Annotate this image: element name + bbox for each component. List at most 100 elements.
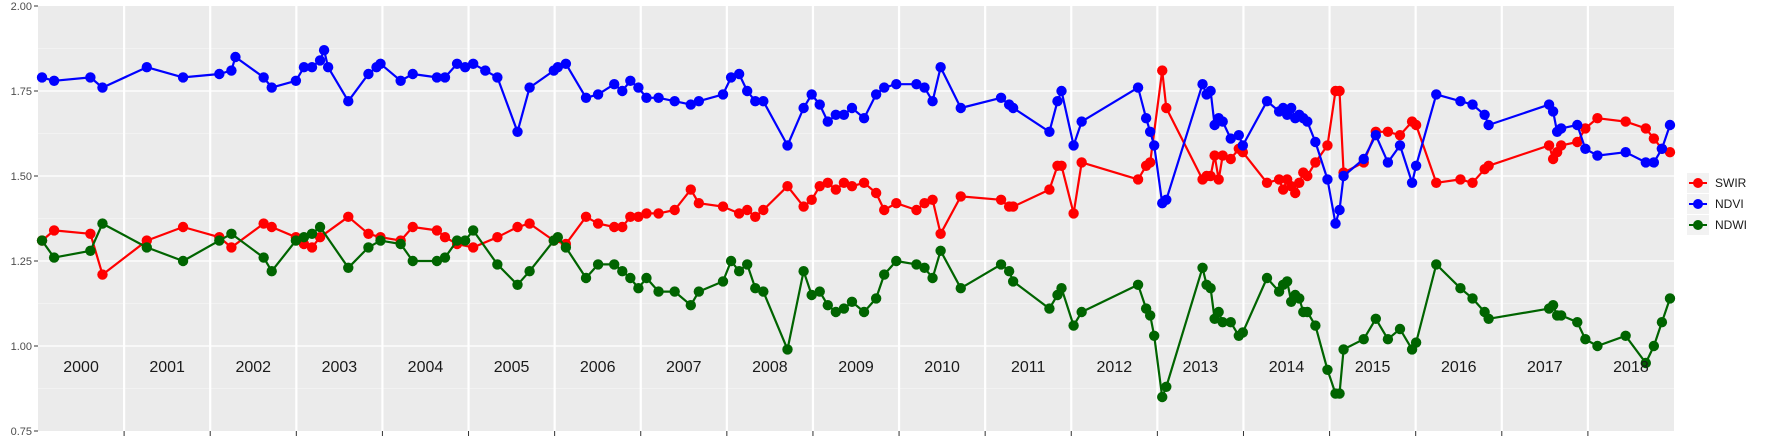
data-point-ndvi (1076, 116, 1087, 127)
data-point-swir (1620, 116, 1631, 127)
year-label: 2012 (1097, 359, 1133, 376)
series-line-ndwi (41, 222, 1672, 399)
y-tick-label: 1.75 (11, 86, 32, 98)
data-point-ndvi (266, 82, 277, 93)
data-point-ndvi (1382, 157, 1394, 168)
data-point-ndwi (1358, 334, 1369, 345)
data-point-ndvi (1406, 177, 1418, 188)
year-label: 2016 (1441, 359, 1477, 376)
data-point-swir (1664, 147, 1676, 158)
data-point-ndwi (653, 286, 664, 297)
data-point-ndvi (1394, 140, 1406, 151)
data-point-ndvi (1483, 119, 1494, 131)
data-point-swir (467, 242, 479, 253)
data-point-ndwi (1547, 300, 1559, 311)
year-label: 2008 (752, 359, 788, 376)
data-point-ndvi (693, 96, 705, 107)
year-label: 2002 (235, 359, 271, 376)
data-point-ndwi (609, 259, 620, 270)
y-tick-label: 1.00 (11, 341, 32, 353)
data-point-ndvi (580, 92, 592, 104)
data-point-swir (891, 198, 902, 209)
data-point-ndwi (1572, 317, 1583, 328)
data-point-swir (935, 228, 946, 239)
legend-label-ndwi: NDWI (1715, 218, 1747, 232)
y-tick-label: 0.75 (11, 426, 32, 438)
year-label: 2006 (580, 359, 616, 376)
data-point-swir (592, 218, 604, 229)
data-point-swir (266, 221, 277, 233)
y-tick-label: 1.25 (11, 256, 32, 268)
data-point-ndvi (1205, 85, 1216, 97)
data-point-swir (1277, 184, 1289, 195)
data-point-ndvi (322, 61, 334, 73)
data-point-ndvi (758, 96, 769, 107)
data-point-ndwi (451, 235, 463, 246)
data-point-ndvi (1007, 102, 1019, 114)
data-point-ndvi (1338, 170, 1349, 182)
data-point-ndvi (1455, 96, 1466, 107)
data-point-ndwi (814, 286, 825, 297)
data-point-swir (314, 232, 326, 243)
data-point-ndwi (685, 300, 696, 311)
data-point-ndwi (560, 242, 572, 253)
data-point-ndwi (1068, 320, 1079, 331)
data-point-swir (1483, 160, 1494, 171)
data-point-ndwi (927, 272, 938, 284)
data-point-swir (830, 184, 842, 195)
data-point-swir (685, 184, 696, 195)
data-point-ndwi (1467, 293, 1478, 304)
year-label: 2003 (322, 359, 358, 376)
data-point-swir (1056, 160, 1067, 171)
data-point-ndwi (306, 228, 318, 239)
data-point-ndwi (830, 306, 842, 318)
data-point-swir (609, 221, 620, 233)
data-point-ndwi (512, 279, 523, 290)
y-tick-label: 2.00 (11, 1, 32, 13)
data-point-ndwi (1410, 337, 1422, 348)
data-point-ndwi (467, 225, 479, 236)
data-point-ndvi (1217, 116, 1228, 127)
data-point-ndvi (814, 99, 825, 110)
data-point-swir (1290, 187, 1301, 199)
data-point-ndwi (1455, 283, 1466, 294)
legend-key-point (1693, 220, 1703, 230)
data-point-swir (814, 181, 825, 192)
data-point-ndvi (1044, 126, 1055, 137)
data-point-swir (733, 208, 745, 219)
legend-label-swir: SWIR (1715, 176, 1747, 190)
data-point-ndvi (439, 72, 451, 83)
data-point-ndvi (1148, 140, 1160, 151)
data-point-swir (258, 218, 269, 229)
data-point-swir (742, 204, 753, 216)
series-layer (36, 45, 1676, 403)
data-point-ndvi (451, 58, 463, 69)
data-point-ndwi (625, 272, 636, 284)
data-point-ndvi (625, 75, 636, 87)
data-point-ndvi (1555, 123, 1567, 134)
data-point-swir (617, 221, 628, 233)
data-point-swir (1467, 177, 1478, 188)
data-point-swir (625, 211, 636, 222)
data-point-ndwi (1237, 327, 1249, 338)
data-point-ndwi (459, 235, 471, 246)
data-point-swir (1580, 123, 1591, 134)
year-label: 2009 (838, 359, 874, 376)
data-point-ndwi (1281, 276, 1293, 287)
data-point-ndvi (314, 55, 326, 66)
data-point-ndvi (927, 96, 938, 107)
data-point-swir (1572, 136, 1583, 148)
data-point-ndvi (258, 72, 269, 83)
data-point-swir (758, 204, 769, 216)
data-point-swir (1273, 174, 1285, 185)
data-point-ndwi (1620, 330, 1631, 341)
data-point-swir (1213, 174, 1224, 185)
data-point-swir (919, 198, 930, 209)
data-point-ndwi (375, 235, 386, 246)
data-point-ndwi (492, 259, 503, 270)
data-point-ndwi (750, 283, 761, 294)
data-point-swir (1310, 157, 1321, 168)
data-point-ndvi (742, 85, 753, 97)
data-point-ndwi (314, 221, 326, 233)
data-point-ndvi (1648, 157, 1660, 168)
